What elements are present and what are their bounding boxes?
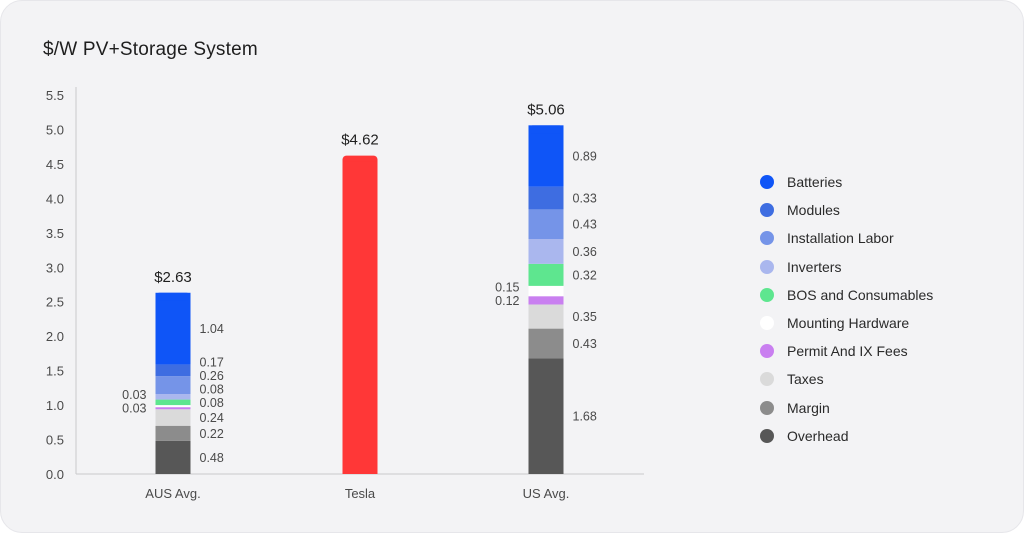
y-tick-label: 0.5 [46, 433, 64, 448]
segment-value-label: 0.43 [573, 337, 597, 351]
legend-swatch [760, 175, 774, 190]
y-tick-label: 4.5 [46, 157, 64, 172]
chart-title: $/W PV+Storage System [43, 39, 258, 60]
bar-segment [528, 328, 564, 359]
bar-segment [528, 263, 564, 286]
legend-item: Taxes [760, 365, 933, 393]
segment-value-label: 0.17 [200, 355, 224, 369]
bar-segment [528, 125, 564, 187]
segment-value-label: 0.43 [573, 218, 597, 232]
legend-item: Mounting Hardware [760, 309, 933, 337]
bar-segment [155, 376, 191, 395]
segment-value-label: 0.12 [495, 294, 519, 308]
y-tick-label: 1.0 [46, 398, 64, 413]
legend-swatch [760, 372, 774, 387]
bar-segment [155, 409, 191, 426]
legend-swatch [760, 287, 774, 302]
legend-item: Inverters [760, 253, 933, 281]
segment-value-label: 0.35 [573, 310, 597, 324]
segment-value-label: 1.04 [200, 322, 224, 336]
bar-segment [155, 405, 191, 408]
segment-value-label: 0.03 [122, 402, 146, 416]
y-tick-label: 1.5 [46, 364, 64, 379]
y-tick-label: 5.0 [46, 122, 64, 137]
bar-segment [528, 239, 564, 264]
legend-item: Overhead [760, 422, 933, 450]
legend-label: Mounting Hardware [787, 315, 910, 332]
bar-segment [528, 186, 564, 210]
bar-total-label: $4.62 [341, 132, 379, 149]
bar-top-cap [155, 292, 191, 301]
legend-swatch [760, 428, 774, 443]
legend: Batteries Modules Installation Labor Inv… [760, 168, 933, 450]
legend-swatch [760, 231, 774, 246]
legend-swatch [760, 316, 774, 331]
legend-swatch [760, 259, 774, 274]
bar-segment [528, 209, 564, 240]
y-tick-label: 0.0 [46, 467, 64, 482]
bar-segment [528, 304, 564, 329]
legend-item: Permit And IX Fees [760, 337, 933, 365]
segment-value-label: 0.24 [200, 411, 224, 425]
legend-swatch [760, 400, 774, 415]
bar-total-label: $2.63 [154, 269, 192, 286]
legend-label: Permit And IX Fees [787, 343, 908, 360]
legend-item: Batteries [760, 168, 933, 196]
y-tick-label: 2.5 [46, 295, 64, 310]
legend-swatch [760, 344, 774, 359]
segment-value-label: 0.26 [200, 369, 224, 383]
segment-value-label: 0.32 [573, 268, 597, 282]
x-tick-label: AUS Avg. [145, 486, 200, 501]
segment-value-label: 0.36 [573, 245, 597, 259]
bar-segment [155, 394, 191, 400]
segment-value-label: 0.89 [573, 149, 597, 163]
legend-label: Margin [787, 399, 830, 416]
legend-label: Overhead [787, 427, 849, 444]
legend-label: Modules [787, 202, 840, 219]
legend-item: BOS and Consumables [760, 281, 933, 309]
legend-swatch [760, 203, 774, 218]
bar-segment [155, 407, 191, 410]
bar-segment [155, 399, 191, 406]
y-tick-label: 3.5 [46, 226, 64, 241]
bar-segment [155, 425, 191, 441]
legend-label: Installation Labor [787, 230, 894, 247]
legend-item: Modules [760, 196, 933, 224]
legend-label: Taxes [787, 371, 824, 388]
legend-label: Inverters [787, 258, 842, 275]
x-tick-label: US Avg. [523, 486, 570, 501]
segment-value-label: 0.03 [122, 388, 146, 402]
y-tick-label: 2.0 [46, 329, 64, 344]
bar-segment [155, 440, 191, 474]
y-tick-label: 5.5 [46, 88, 64, 103]
segment-value-label: 0.15 [495, 280, 519, 294]
bar-segment [155, 364, 191, 377]
segment-value-label: 0.33 [573, 192, 597, 206]
y-tick-label: 3.0 [46, 260, 64, 275]
bar-segment [528, 296, 564, 305]
bar-top-cap [528, 125, 564, 134]
legend-item: Installation Labor [760, 224, 933, 252]
legend-label: BOS and Consumables [787, 286, 934, 303]
segment-value-label: 1.68 [573, 410, 597, 424]
y-tick-label: 4.0 [46, 191, 64, 206]
bar-segment [155, 292, 191, 365]
segment-value-label: 0.48 [200, 451, 224, 465]
x-tick-label: Tesla [345, 486, 376, 501]
bar-total-label: $5.06 [527, 101, 565, 118]
segment-value-label: 0.08 [200, 396, 224, 410]
segment-value-label: 0.08 [200, 382, 224, 396]
legend-label: Batteries [787, 174, 843, 191]
segment-value-label: 0.22 [200, 427, 224, 441]
legend-item: Margin [760, 394, 933, 422]
bar-segment [528, 358, 564, 474]
bar-segment [528, 285, 564, 297]
bar-solid-base [342, 161, 378, 474]
